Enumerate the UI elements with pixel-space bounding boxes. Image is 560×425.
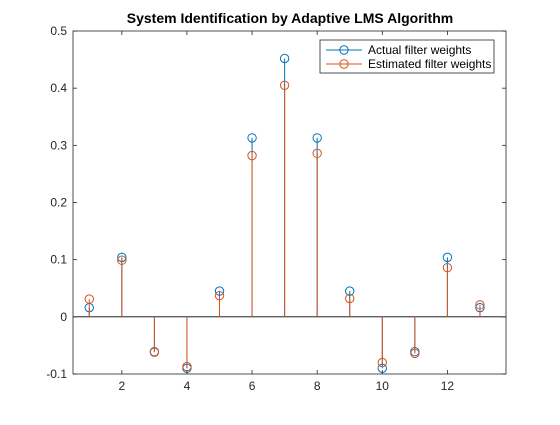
x-tick-label: 10 [376,379,390,393]
stem-marker [279,53,290,64]
legend-marker [339,45,349,55]
stem-marker [214,290,225,301]
y-tick-label: -0.1 [46,367,67,381]
stem-marker [84,294,94,304]
x-tick-label: 12 [441,379,455,393]
y-tick-label: 0.2 [50,196,67,210]
stem-marker [475,300,485,310]
stem-marker [410,348,420,359]
axes-layer: 2 4 6 8 10 12 -0.1 0 0.1 0.2 0.3 0.4 0.5 [46,24,507,393]
x-tick-label: 4 [184,379,191,393]
stem-marker [279,80,290,91]
stem-marker [214,286,225,296]
legend-box [319,39,495,74]
stem-marker [345,286,355,296]
stems-layer [73,53,506,373]
stem-marker [442,252,453,263]
stem-marker [312,148,322,159]
stem-marker [149,347,160,357]
legend-item-2: Estimated filter weights [326,57,491,71]
stem-marker [442,262,453,273]
stem-marker [247,150,257,161]
stem-marker [247,133,257,143]
axes-box [72,30,507,375]
chart-title: System Identification by Adaptive LMS Al… [127,10,453,26]
y-tick-label: 0 [60,310,67,324]
x-tick-label: 8 [314,379,321,393]
legend-marker [339,59,349,69]
series-2 [84,80,485,372]
legend-label: Estimated filter weights [368,57,491,71]
stem-marker [345,293,355,304]
y-tick-label: 0.5 [50,24,67,38]
x-tick-label: 2 [118,379,125,393]
stem-marker [377,357,387,368]
y-tick-label: 0.1 [50,253,67,267]
x-tick-label: 6 [249,379,256,393]
stem-marker [312,133,322,143]
y-tick-label: 0.3 [50,138,67,152]
legend-item-1: Actual filter weights [326,43,471,57]
legend-label: Actual filter weights [368,43,471,57]
stem-marker [117,255,127,265]
y-tick-label: 0.4 [50,81,67,95]
